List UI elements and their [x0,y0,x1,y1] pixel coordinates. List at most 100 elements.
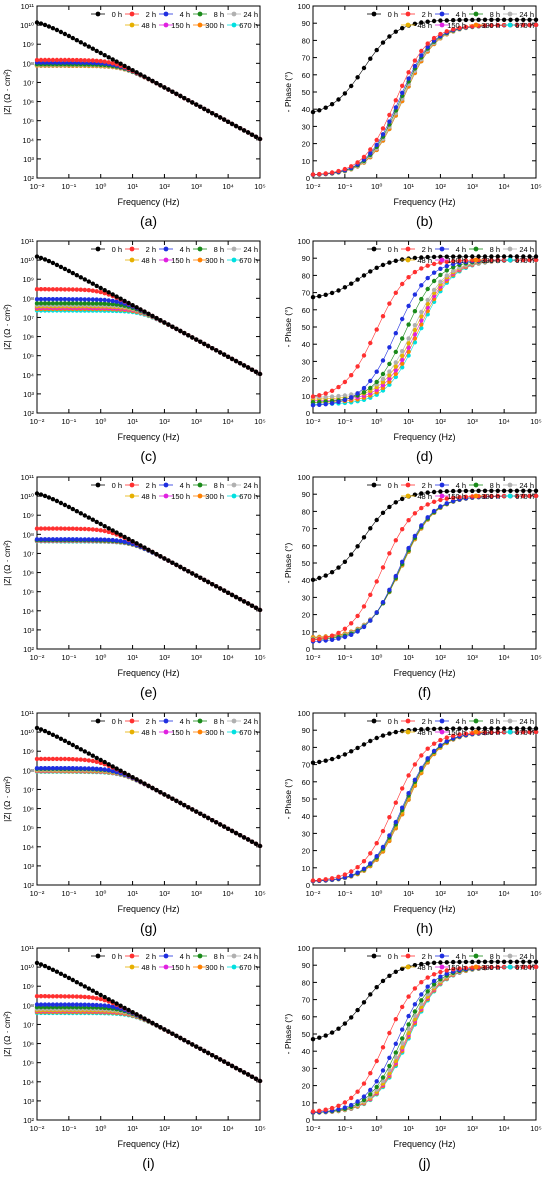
x-tick-label: 10³ [467,653,478,662]
data-point [387,815,392,820]
data-point [70,1002,76,1007]
legend-marker [371,246,377,252]
panel-label: (h) [416,920,433,936]
legend-marker [473,11,479,17]
data-point [329,102,335,107]
y-tick-label: 10⁴ [22,843,34,852]
data-point [102,59,107,64]
data-point [349,749,354,754]
panel-b: 10⁻² 10⁻¹ 10⁰ 10¹ 10² 10³ 10⁴ 10⁵01020304050607… [283,2,542,229]
y-tick-label: 70 [302,996,310,1005]
data-point [54,734,60,739]
data-point [58,766,64,771]
data-point [329,756,335,762]
data-point [94,297,99,302]
data-point [393,819,398,825]
data-point [86,995,92,1000]
legend-label: 4 h [180,481,190,490]
x-tick-label: 10⁻² [306,889,321,898]
data-point [393,371,398,376]
data-point [38,962,44,967]
x-tick-label: 10⁴ [222,182,234,191]
data-point [241,599,247,604]
data-point [425,44,430,50]
data-point [50,756,56,762]
data-point [521,729,526,735]
data-point [521,726,526,731]
data-point [489,254,494,259]
data-point [162,320,167,325]
data-point [387,376,392,381]
data-point [38,1002,44,1007]
data-point [66,301,72,306]
legend-label: 300 h [481,728,500,737]
x-tick-label: 10⁻² [306,653,321,662]
data-point [253,1076,259,1082]
data-point [380,314,386,319]
legend-marker [473,729,479,735]
data-point [170,560,175,565]
data-point [438,497,443,503]
legend-label: 48 h [141,21,156,30]
data-point [387,379,392,384]
x-tick-label: 10¹ [127,1124,138,1133]
legend-label: 48 h [141,728,156,737]
data-point [102,759,107,765]
y-tick-label: 90 [302,961,310,970]
data-point [98,996,103,1002]
data-point [329,388,335,393]
y-tick-label: 10 [302,864,310,873]
legend-label: 300 h [481,256,500,265]
data-point [94,283,99,289]
x-axis-label: Frequency (Hz) [393,904,455,914]
x-tick-label: 10⁰ [371,889,382,898]
data-point [98,297,103,302]
data-point [114,59,119,64]
data-point [533,726,539,731]
y-tick-label: 10⁹ [22,40,34,49]
data-point [400,728,405,734]
legend-marker [163,493,169,499]
data-point [463,258,469,263]
data-point [90,758,96,764]
legend-marker [507,729,513,735]
data-point [42,963,48,969]
y-tick-label: 70 [302,289,310,298]
y-tick-label: 20 [302,1082,310,1091]
legend-label: 48 h [417,728,432,737]
data-point [58,526,64,531]
legend-label: 300 h [205,21,224,30]
x-tick-label: 10⁴ [498,182,510,191]
legend-marker [439,718,445,724]
data-point [482,488,488,493]
data-point [374,579,379,584]
data-point [34,960,40,966]
data-point [400,357,405,363]
x-tick-label: 10⁴ [222,653,234,662]
data-point [387,551,392,556]
data-point [425,301,430,307]
data-point [355,160,360,165]
data-point [501,254,507,259]
data-point [349,621,354,626]
data-point [336,393,341,399]
data-point [62,1002,68,1007]
data-point [86,986,92,991]
data-point [463,488,469,494]
data-point [310,109,316,115]
legend-marker [129,22,135,28]
data-point [463,731,469,736]
data-point [130,775,135,780]
legend-label: 24 h [243,10,258,19]
data-point [342,393,348,398]
data-point [58,994,64,999]
panel-d: 10⁻² 10⁻¹ 10⁰ 10¹ 10² 10³ 10⁴ 10⁵01020304050607… [283,237,542,464]
legend-marker [163,964,169,970]
data-point [419,20,424,25]
data-point [74,38,80,43]
data-point [489,257,494,263]
data-point [54,994,60,999]
data-point [182,1037,187,1043]
data-point [425,254,430,260]
